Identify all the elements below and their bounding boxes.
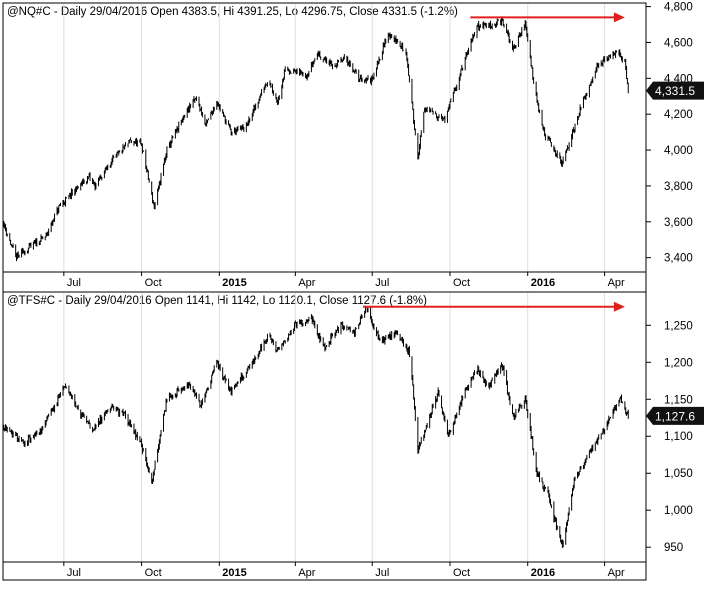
russell-y-tick-label: 950 [664,542,683,554]
russell-plot-frame [2,291,647,581]
nasdaq-y-tick-label: 4,200 [664,109,693,121]
nasdaq-plot-frame [2,2,647,293]
nasdaq-last-value-label: 4,331.5 [655,84,695,98]
nasdaq-resistance-arrow-head [613,12,625,23]
nasdaq-title: @NQ#C - Daily 29/04/2016 Open 4383.5, Hi… [7,6,458,18]
russell-x-tick-label: Jul [67,567,81,579]
russell-y-tick-label: 1,000 [664,505,693,517]
russell-x-tick-label: 2015 [222,567,246,579]
nasdaq-x-tick-label: Jul [67,277,81,289]
russell-y-tick-label: 1,050 [664,468,693,480]
nasdaq-y-tick-label: 3,800 [664,181,693,193]
russell-y-tick-label: 1,200 [664,357,693,369]
russell-last-value-label: 1,127.6 [655,409,695,423]
nasdaq-y-tick-label: 3,400 [664,253,693,265]
russell-x-tick-label: 2016 [531,567,555,579]
russell-x-tick-label: Apr [298,567,315,579]
nasdaq-y-tick-label: 4,000 [664,145,693,157]
russell-y-tick-label: 1,150 [664,394,693,406]
nasdaq-last-value-tag [646,81,704,100]
russell-x-tick-label: Oct [453,567,470,579]
russell-x-tick-label: Apr [608,567,625,579]
nasdaq-x-tick-label: Oct [145,277,162,289]
nasdaq-x-tick-label: Jul [375,277,389,289]
russell-title: @TFS#C - Daily 29/04/2016 Open 1141, Hi … [7,295,427,307]
nasdaq-x-tick-label: Apr [608,277,625,289]
nasdaq-x-tick-label: 2015 [222,277,246,289]
nasdaq-panel: @NQ#C - Daily 29/04/2016 Open 4383.5, Hi… [2,2,704,293]
russell-resistance-arrow-head [613,301,625,312]
russell-x-tick-label: Jul [375,567,389,579]
russell-last-value-tag [646,406,704,425]
nasdaq-y-tick-label: 3,600 [664,217,693,229]
russell-y-tick-label: 1,100 [664,431,693,443]
nasdaq-y-tick-label: 4,600 [664,37,693,49]
nasdaq-x-tick-label: Apr [298,277,315,289]
nasdaq-x-tick-label: Oct [453,277,470,289]
nasdaq-y-tick-label: 4,800 [664,2,693,14]
russell-x-tick-label: Oct [145,567,162,579]
russell-price-bars [3,305,629,548]
russell-y-tick-label: 1,250 [664,320,693,332]
nasdaq-price-bars [3,16,629,262]
nasdaq-x-tick-label: 2016 [531,277,555,289]
russell-panel: @TFS#C - Daily 29/04/2016 Open 1141, Hi … [2,291,704,581]
